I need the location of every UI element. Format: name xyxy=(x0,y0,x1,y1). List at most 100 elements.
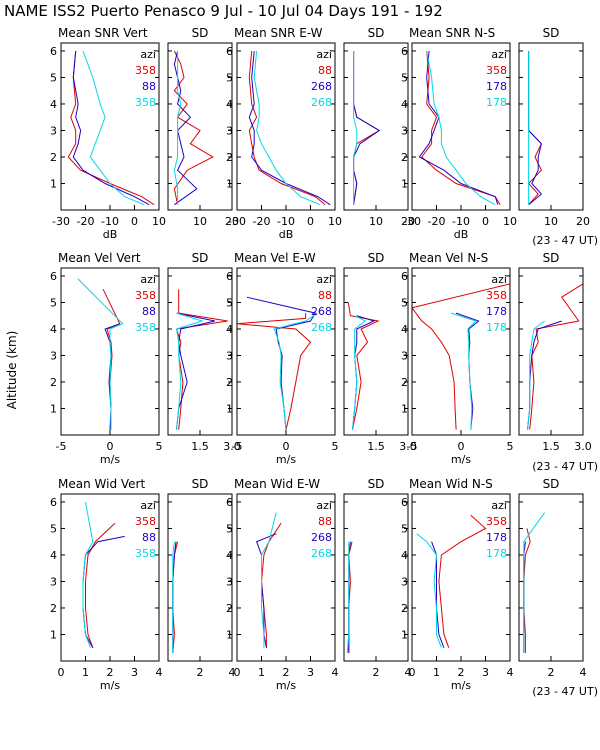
plot-frame xyxy=(343,267,409,436)
panel-title: Mean SNR E-W xyxy=(234,26,323,40)
panel-title: Mean Wid N-S xyxy=(409,477,493,491)
legend-entry-3: 268 xyxy=(311,547,332,560)
legend-entry-2: 88 xyxy=(142,531,156,544)
plot-frame xyxy=(518,493,584,662)
x-tick-label: 4 xyxy=(405,666,412,679)
y-tick-label: 2 xyxy=(401,602,408,615)
series-group xyxy=(527,51,543,206)
y-tick-label: 2 xyxy=(226,376,233,389)
y-tick-label: 1 xyxy=(50,402,57,415)
legend-entry-3: 358 xyxy=(135,321,156,334)
panel-wid-vert-sd: 2 4 SD xyxy=(167,477,236,679)
series-line-1 xyxy=(529,283,583,430)
legend-header: azi xyxy=(316,273,332,286)
series-line-1 xyxy=(347,302,380,430)
series-group xyxy=(173,50,214,206)
series-line-2 xyxy=(455,312,480,430)
x-axis-label: m/s xyxy=(276,453,296,466)
y-tick-label: 1 xyxy=(401,177,408,190)
series-line-3 xyxy=(523,512,546,653)
y-tick-label: 6 xyxy=(50,496,57,509)
legend-entry-2: 88 xyxy=(142,305,156,318)
series-line-3 xyxy=(416,533,442,648)
x-tick-label: 4 xyxy=(332,666,339,679)
series-line-3 xyxy=(352,315,367,430)
y-tick-label: 5 xyxy=(226,296,233,309)
series-line-1 xyxy=(173,50,214,205)
series-line-3 xyxy=(173,51,182,205)
legend-header: azi xyxy=(491,48,507,61)
series-group xyxy=(412,283,510,430)
y-tick-label: 6 xyxy=(50,45,57,58)
x-tick-label: -10 xyxy=(452,215,470,228)
x-tick-label: 0 xyxy=(458,440,465,453)
panel-wid-ns-sd: 2 4 SD xyxy=(518,477,587,679)
panel-wid-ew-sd: 2 4 SD xyxy=(343,477,412,679)
series-group xyxy=(416,514,487,648)
series-line-1 xyxy=(237,313,312,430)
x-tick-label: -5 xyxy=(407,440,418,453)
legend-header: azi xyxy=(316,499,332,512)
y-tick-label: 5 xyxy=(401,522,408,535)
legend-entry-1: 358 xyxy=(135,515,156,528)
panel-title: Mean Vel E-W xyxy=(234,251,316,265)
y-tick-label: 1 xyxy=(226,628,233,641)
y-tick-label: 4 xyxy=(50,549,57,562)
x-tick-label: -20 xyxy=(77,215,95,228)
time-note-row3: (23 - 47 UT) xyxy=(532,685,598,698)
series-line-3 xyxy=(353,51,358,205)
panel-snr-ew: 1 2 3 4 5 6 -30 -20 -10 0 10 dB Mean SNR E-W azi 88 268… xyxy=(226,26,342,241)
x-axis-label: dB xyxy=(454,228,469,241)
legend-entry-1: 88 xyxy=(318,289,332,302)
legend-entry-1: 358 xyxy=(486,64,507,77)
x-tick-label: -10 xyxy=(101,215,119,228)
panel-snr-vert: 1 2 3 4 5 6 -30 -20 -10 0 10 dB Mean SNR Vert azi 358 8… xyxy=(50,26,166,241)
x-tick-label: -20 xyxy=(428,215,446,228)
y-tick-label: 4 xyxy=(226,549,233,562)
y-tick-label: 6 xyxy=(50,270,57,283)
series-group xyxy=(347,302,380,430)
x-tick-label: 1.5 xyxy=(367,440,385,453)
y-tick-label: 2 xyxy=(50,376,57,389)
x-tick-label: 3 xyxy=(482,666,489,679)
y-tick-label: 4 xyxy=(401,98,408,111)
x-tick-label: 0 xyxy=(307,215,314,228)
panel-title: SD xyxy=(192,26,209,40)
series-group xyxy=(175,289,228,430)
y-tick-label: 3 xyxy=(226,349,233,362)
legend-entry-3: 268 xyxy=(311,96,332,109)
series-line-2 xyxy=(353,51,381,205)
series-line-1 xyxy=(248,50,326,206)
legend-entry-2: 268 xyxy=(311,531,332,544)
legend-header: azi xyxy=(140,273,156,286)
x-axis-label: m/s xyxy=(451,453,471,466)
y-tick-label: 1 xyxy=(226,402,233,415)
y-tick-label: 3 xyxy=(226,124,233,137)
y-tick-label: 3 xyxy=(50,349,57,362)
series-line-1 xyxy=(67,50,155,206)
x-tick-label: 4 xyxy=(580,666,587,679)
panel-title: SD xyxy=(368,251,385,265)
x-tick-label: -30 xyxy=(228,215,246,228)
x-tick-label: 10 xyxy=(328,215,342,228)
x-tick-label: 0 xyxy=(107,440,114,453)
series-group xyxy=(82,501,125,648)
y-tick-label: 1 xyxy=(226,177,233,190)
time-note-row2: (23 - 47 UT) xyxy=(532,460,598,473)
x-tick-label: 2 xyxy=(197,666,204,679)
y-tick-label: 3 xyxy=(50,124,57,137)
series-group xyxy=(346,541,353,654)
panel-title: Mean Vel N-S xyxy=(409,251,488,265)
legend-entry-3: 178 xyxy=(486,547,507,560)
panel-snr-ew-sd: 10 20 SD xyxy=(343,26,415,228)
series-group xyxy=(255,512,282,648)
legend-entry-1: 358 xyxy=(135,64,156,77)
legend-header: azi xyxy=(491,499,507,512)
y-tick-label: 5 xyxy=(401,296,408,309)
y-tick-label: 5 xyxy=(226,71,233,84)
x-tick-label: 0 xyxy=(234,666,241,679)
series-group xyxy=(172,541,179,654)
